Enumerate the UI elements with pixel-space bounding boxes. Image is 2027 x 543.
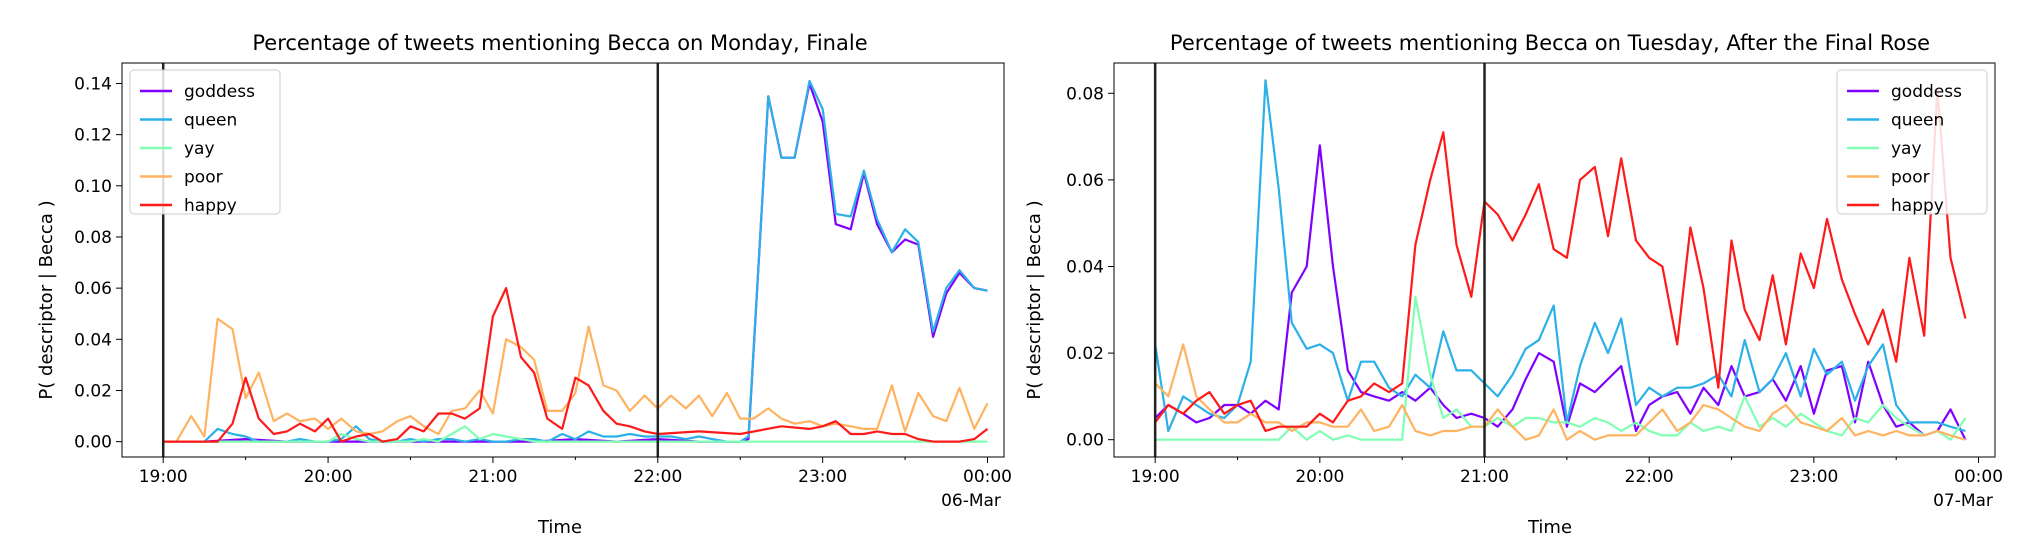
series-line-yay — [1155, 295, 1967, 441]
legend-label-goddess: goddess — [184, 82, 255, 102]
x-tick-label: 23:00 — [798, 467, 847, 487]
y-tick-label: 0.00 — [74, 433, 112, 453]
series-line-poor — [163, 317, 989, 443]
y-axis-label: P( descriptor | Becca ) — [36, 200, 57, 399]
legend-label-happy: happy — [1891, 196, 1944, 216]
series-line-goddess — [1154, 144, 1967, 441]
x-tick-label: 22:00 — [1625, 467, 1674, 487]
y-tick-label: 0.08 — [74, 228, 112, 248]
y-tick-label: 0.02 — [1066, 344, 1104, 364]
plot-frame — [1113, 62, 1996, 458]
legend-box — [129, 69, 281, 215]
plot-frame — [121, 62, 1005, 458]
y-tick-label: 0.04 — [74, 330, 112, 350]
legend: goddess queen yay poor happy — [129, 69, 281, 216]
legend-label-poor: poor — [1891, 168, 1930, 188]
x-tick-label: 20:00 — [304, 467, 353, 487]
x-tick-label: 19:00 — [1131, 467, 1180, 487]
x-tick-label: 21:00 — [1460, 467, 1509, 487]
x-date-sublabel: 06-Mar — [941, 491, 1001, 511]
legend-label-yay: yay — [1891, 139, 1922, 159]
y-tick-label: 0.10 — [74, 177, 112, 197]
x-tick-label: 00:00 — [963, 467, 1012, 487]
y-tick-label: 0.06 — [74, 279, 112, 299]
chart-title: Percentage of tweets mentioning Becca on… — [1170, 31, 1930, 55]
series-line-queen — [163, 79, 988, 443]
series-group — [163, 79, 989, 443]
legend: goddess queen yay poor happy — [1836, 69, 1988, 216]
legend-label-queen: queen — [184, 111, 237, 131]
legend-label-goddess: goddess — [1891, 82, 1962, 102]
legend-label-yay: yay — [184, 139, 215, 159]
x-axis-label: Time — [537, 517, 582, 538]
y-tick-label: 0.08 — [1066, 84, 1104, 104]
y-tick-label: 0.14 — [74, 74, 112, 94]
chart-panel-monday: Percentage of tweets mentioning Becca on… — [36, 31, 1012, 538]
series-line-happy — [1154, 87, 1967, 433]
series-line-happy — [163, 287, 989, 443]
y-axis-label: P( descriptor | Becca ) — [1024, 200, 1045, 399]
y-tick-label: 0.00 — [1066, 431, 1104, 451]
legend-label-queen: queen — [1891, 111, 1944, 131]
series-line-poor — [1154, 343, 1966, 441]
y-tick-label: 0.04 — [1066, 257, 1104, 277]
x-tick-label: 19:00 — [139, 467, 188, 487]
x-tick-label: 00:00 — [1954, 467, 2003, 487]
x-tick-label: 22:00 — [633, 467, 682, 487]
x-tick-label: 21:00 — [468, 467, 517, 487]
legend-box — [1836, 69, 1988, 215]
y-tick-label: 0.02 — [74, 381, 112, 401]
legend-label-poor: poor — [184, 168, 223, 188]
chart-title: Percentage of tweets mentioning Becca on… — [252, 31, 867, 55]
series-line-queen — [1154, 79, 1966, 433]
y-tick-label: 0.12 — [74, 126, 112, 146]
x-tick-label: 20:00 — [1295, 467, 1344, 487]
y-tick-label: 0.06 — [1066, 171, 1104, 191]
x-date-sublabel: 07-Mar — [1933, 491, 1993, 511]
x-tick-label: 23:00 — [1789, 467, 1838, 487]
legend-label-happy: happy — [184, 196, 237, 216]
x-axis-label: Time — [1527, 517, 1572, 538]
chart-panel-tuesday: Percentage of tweets mentioning Becca on… — [1024, 31, 2003, 538]
series-group — [1154, 79, 1967, 441]
